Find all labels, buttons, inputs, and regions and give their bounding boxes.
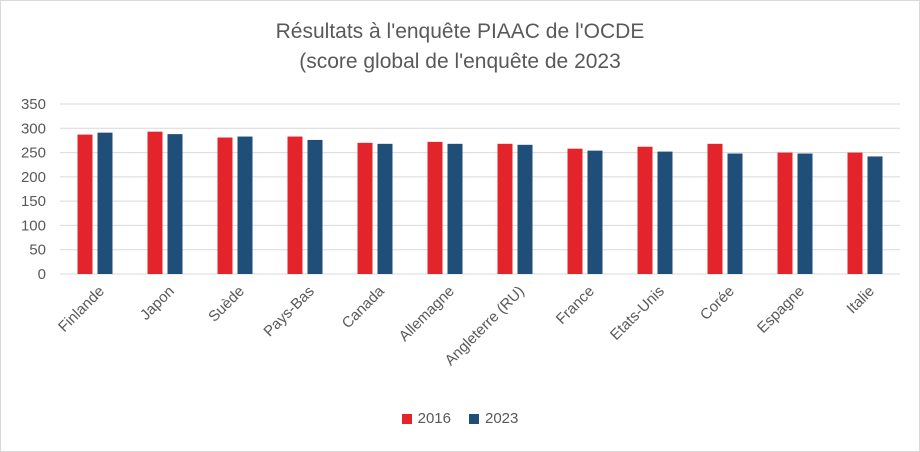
chart-subtitle: (score global de l'enquête de 2023 [299,50,621,73]
bar-2023-9 [727,153,743,274]
legend-label-2016: 2016 [417,410,451,427]
bar-2023-11 [867,156,883,274]
x-category-label: Canada [339,282,389,332]
bar-2016-3 [287,136,303,274]
bar-2023-8 [657,151,673,274]
x-category-label: Corée [697,283,738,324]
chart-title: Résultats à l'enquête PIAAC de l'OCDE [275,20,645,43]
legend-item-2023: 2023 [469,410,518,427]
y-tick-label: 50 [29,242,46,259]
bar-2023-6 [517,144,533,274]
y-tick-label: 200 [21,169,46,186]
bar-2016-11 [847,152,863,274]
bar-2023-1 [167,134,183,274]
bar-2016-0 [77,134,93,274]
bars [77,131,883,274]
bar-2023-0 [97,132,113,274]
bar-2023-5 [447,143,463,274]
bar-2016-8 [637,146,653,274]
bar-2016-6 [497,143,513,274]
bar-2016-2 [217,137,233,274]
bar-2016-10 [777,152,793,274]
gridlines [60,103,900,275]
x-axis-labels: Finlande Japon Suède Pays-Bas Canada Allemagn… [55,282,878,369]
legend-item-2016: 2016 [401,410,451,427]
y-tick-label: 350 [21,96,46,113]
bar-2016-9 [707,143,723,274]
x-category-label: Allemagne [396,283,458,345]
bar-2023-2 [237,136,253,274]
bar-2023-7 [587,150,603,274]
x-category-label: Finlande [55,283,108,336]
bar-2023-10 [797,153,813,274]
legend-label-2023: 2023 [485,410,519,427]
x-category-label: Etats-Unis [607,283,668,344]
x-category-label: Suède [205,283,248,326]
x-category-label: France [553,283,598,328]
bar-2023-3 [307,139,323,274]
y-tick-label: 300 [21,120,46,137]
bar-2016-7 [567,148,583,274]
y-tick-label: 0 [38,266,46,283]
legend-swatch-2016 [401,413,412,424]
y-tick-label: 100 [21,217,46,234]
bar-2016-5 [427,141,443,274]
bar-2023-4 [377,143,393,274]
x-category-label: Pays-Bas [260,283,317,340]
legend-swatch-2023 [469,413,479,424]
y-tick-label: 250 [21,145,46,162]
y-tick-label: 150 [21,193,46,210]
legend: 2016 2023 [0,410,920,427]
x-category-label: Japon [137,283,178,324]
bar-2016-1 [147,131,163,274]
bar-2016-4 [357,142,373,274]
y-axis-ticks: 0 50 100 150 200 250 300 350 [21,96,46,283]
x-category-label: Espagne [754,283,808,337]
x-category-label: Italie [843,283,877,317]
